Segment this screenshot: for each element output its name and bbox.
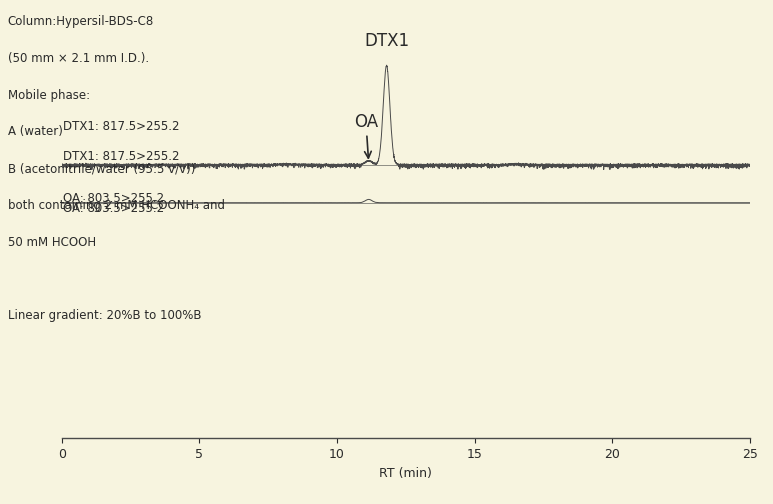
Text: OA: 803.5>255.2: OA: 803.5>255.2: [63, 192, 164, 205]
Text: B (acetonitrile/water (95:5 v/v)): B (acetonitrile/water (95:5 v/v)): [8, 162, 195, 175]
Text: A (water): A (water): [8, 125, 63, 139]
Text: 50 mM HCOOH: 50 mM HCOOH: [8, 236, 96, 249]
Text: Linear gradient: 20%B to 100%B: Linear gradient: 20%B to 100%B: [8, 309, 201, 323]
Text: OA: 803.5>255.2: OA: 803.5>255.2: [63, 202, 164, 215]
Text: OA: OA: [354, 112, 378, 158]
Text: DTX1: 817.5>255.2: DTX1: 817.5>255.2: [63, 120, 179, 133]
Text: Column:Hypersil-BDS-C8: Column:Hypersil-BDS-C8: [8, 15, 154, 28]
Text: (50 mm × 2.1 mm I.D.).: (50 mm × 2.1 mm I.D.).: [8, 52, 149, 65]
Text: DTX1: 817.5>255.2: DTX1: 817.5>255.2: [63, 150, 179, 163]
Text: both containing 2 mM HCOONH₄ and: both containing 2 mM HCOONH₄ and: [8, 199, 225, 212]
Text: DTX1: DTX1: [364, 32, 409, 49]
X-axis label: RT (min): RT (min): [380, 467, 432, 480]
Text: Mobile phase:: Mobile phase:: [8, 89, 90, 102]
